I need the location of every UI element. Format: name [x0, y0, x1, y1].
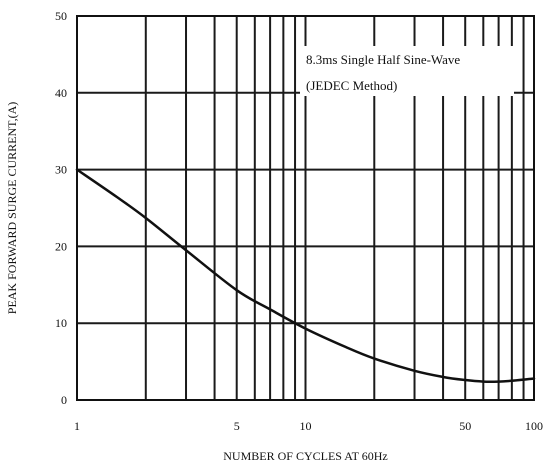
annotation-line-2: (JEDEC Method) — [306, 78, 397, 93]
y-tick-label: 30 — [55, 163, 67, 177]
plot-frame — [76, 15, 535, 401]
y-tick-label: 10 — [55, 316, 67, 330]
x-axis-label: NUMBER OF CYCLES AT 60Hz — [223, 449, 387, 463]
y-tick-label: 20 — [55, 239, 67, 253]
series-layer — [75, 168, 536, 383]
x-tick-label: 5 — [234, 419, 240, 433]
y-tick-label: 40 — [55, 86, 67, 100]
tick-labels: 1 5 10 50 100 0 10 20 30 40 50 — [55, 9, 543, 433]
surge-current-line — [75, 168, 536, 383]
annotation-background — [300, 46, 514, 96]
annotation-box: 8.3ms Single Half Sine-Wave (JEDEC Metho… — [300, 46, 514, 96]
x-tick-label: 10 — [300, 419, 312, 433]
y-tick-label: 50 — [55, 9, 67, 23]
y-axis-label: PEAK FORWARD SURGE CURRENT,(A) — [5, 102, 19, 314]
x-tick-label: 50 — [459, 419, 471, 433]
annotation-line-1: 8.3ms Single Half Sine-Wave — [306, 52, 460, 67]
x-tick-label: 1 — [74, 419, 80, 433]
y-tick-label: 0 — [61, 393, 67, 407]
x-tick-label: 100 — [525, 419, 543, 433]
